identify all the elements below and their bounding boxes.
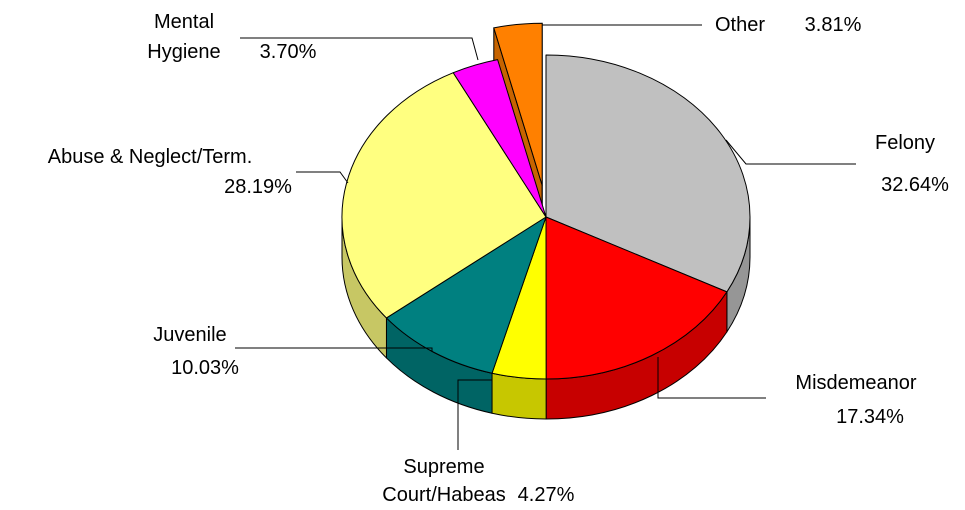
slice <box>385 216 547 374</box>
slice-label: Supreme Court/Habeas <box>382 456 506 506</box>
value-label: 10.03% <box>171 357 239 379</box>
slice <box>341 72 547 319</box>
value-label: 32.64% <box>881 174 949 196</box>
slice-label: Mental Hygiene <box>147 11 221 63</box>
slice <box>545 216 728 380</box>
leader-line <box>657 357 766 399</box>
leader-line <box>296 171 349 184</box>
value-label: 3.81% <box>804 14 862 36</box>
value-label: 28.19% <box>224 176 292 198</box>
slice <box>545 54 751 293</box>
slice-label: Felony <box>874 132 936 154</box>
slice-label: Juvenile <box>153 324 227 346</box>
value-label: 4.27% <box>517 484 575 506</box>
leader-line <box>235 347 433 352</box>
value-label: 17.34% <box>836 406 904 428</box>
value-label: 3.70% <box>259 41 317 63</box>
leader-line <box>725 139 856 165</box>
slice-side <box>491 372 547 420</box>
slice-label: Misdemeanor <box>795 372 917 394</box>
slice-label: Abuse & Neglect/Term. <box>47 146 253 168</box>
slice-label: Other <box>714 14 766 36</box>
slice <box>493 22 543 186</box>
slice <box>452 59 547 218</box>
leader-line <box>457 379 492 450</box>
leader-line <box>240 37 479 61</box>
